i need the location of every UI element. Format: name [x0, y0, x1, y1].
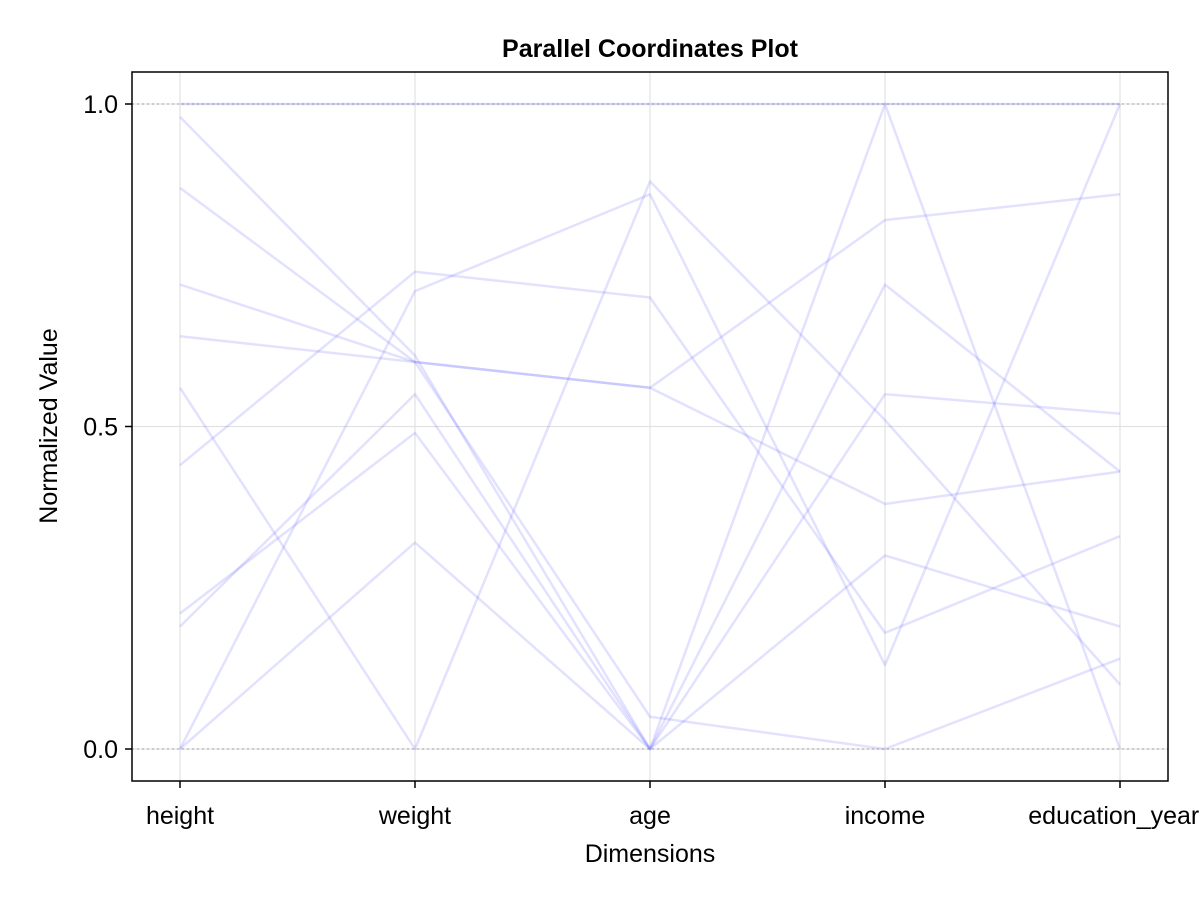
- y-tick-label: 1.0: [83, 91, 118, 119]
- data-line-4: [179, 334, 1121, 506]
- data-line-6: [179, 270, 1121, 635]
- x-tick-label: income: [845, 802, 926, 830]
- data-line-9: [179, 102, 1122, 751]
- y-axis-label: Normalized Value: [35, 328, 63, 523]
- y-tick-label: 0.0: [83, 736, 118, 764]
- x-tick-label: age: [629, 802, 671, 830]
- data-line-5: [178, 180, 1121, 751]
- x-tick-label: height: [146, 802, 214, 830]
- y-tick-label: 0.5: [83, 414, 118, 442]
- x-axis-label: Dimensions: [585, 840, 716, 868]
- axis-ticks: 0.0 0.5 1.0 height weight age income education_…: [83, 91, 1200, 830]
- data-line-2: [179, 186, 1121, 390]
- x-tick-label: weight: [378, 802, 451, 830]
- x-tick-label: education_years: [1028, 802, 1200, 830]
- data-line-3: [179, 283, 1121, 751]
- chart-title: Parallel Coordinates Plot: [502, 35, 799, 63]
- data-line-1: [179, 116, 1121, 751]
- data-lines: [178, 102, 1122, 751]
- data-line-10: [178, 103, 1122, 750]
- data-line-7: [179, 392, 1121, 751]
- data-line-8: [179, 392, 1121, 751]
- grid-lines: [132, 72, 1168, 781]
